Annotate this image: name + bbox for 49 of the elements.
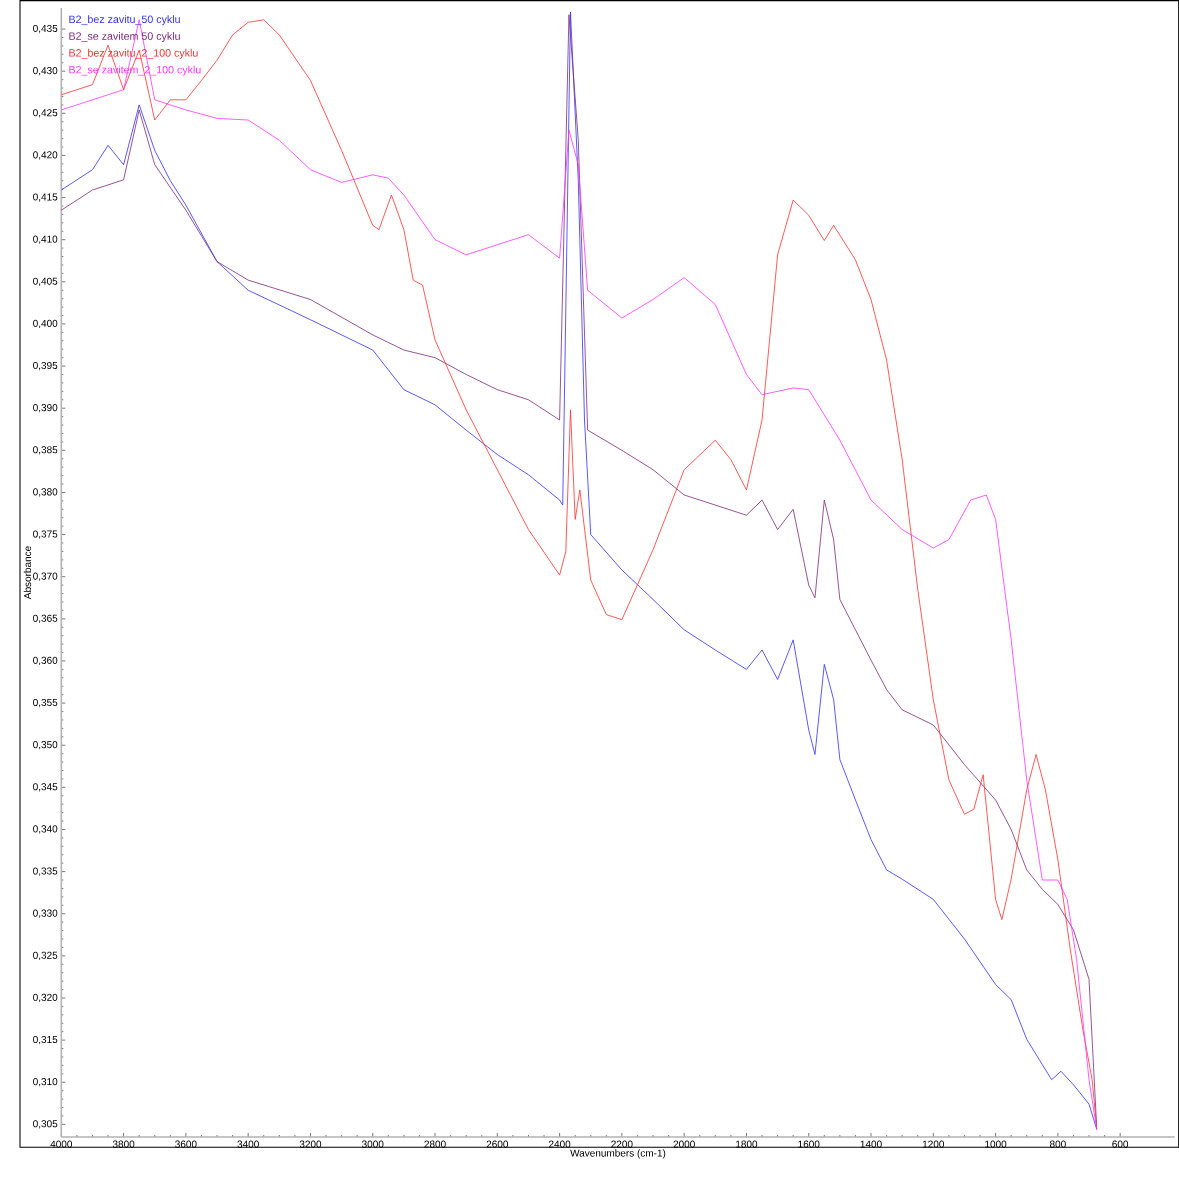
y-tick-label: 0,425 xyxy=(33,109,58,118)
x-tick-label: 2400 xyxy=(548,1140,571,1148)
y-tick-label: 0,355 xyxy=(33,698,58,708)
y-tick-label: 0,400 xyxy=(33,319,58,329)
x-tick-label: 1800 xyxy=(736,1140,758,1148)
y-tick-label: 0,330 xyxy=(33,909,58,918)
text: B2_bez zavitu_50 cyklu xyxy=(69,15,180,26)
x-tick-label: 1000 xyxy=(985,1140,1007,1148)
x-tick-label: 2200 xyxy=(611,1140,633,1148)
y-tick-label: 0,305 xyxy=(33,1120,58,1129)
x-tick-label: 2800 xyxy=(424,1140,446,1148)
y-tick-label: 0,345 xyxy=(33,783,58,792)
y-tick-label: 0,320 xyxy=(33,993,58,1003)
y-tick-label: 0,375 xyxy=(33,530,58,539)
x-tick-label: 600 xyxy=(1112,1140,1129,1148)
x-tick-label: 800 xyxy=(1049,1140,1066,1148)
y-tick-label: 0,435 xyxy=(33,24,58,34)
y-tick-label: 0,360 xyxy=(33,656,58,666)
y-tick-label: 0,365 xyxy=(33,614,58,623)
y-tick-label: 0,380 xyxy=(33,488,58,497)
y-tick-label: 0,350 xyxy=(33,741,58,750)
text: B2_se zavitem 50 cyklu xyxy=(69,32,180,42)
y-tick-label: 0,410 xyxy=(33,235,58,244)
x-tick-label: 1400 xyxy=(860,1140,882,1148)
y-tick-label: 0,385 xyxy=(33,446,58,455)
x-tick-label: 3200 xyxy=(299,1140,322,1148)
y-tick-label: 0,340 xyxy=(33,825,58,834)
y-tick-label: 0,315 xyxy=(33,1035,58,1045)
y-tick-label: 0,335 xyxy=(33,867,58,876)
y-tick-label: 0,420 xyxy=(33,151,58,160)
y-tick-label: 0,325 xyxy=(33,951,58,960)
y-tick-label: 0,430 xyxy=(33,67,58,76)
y-tick-label: 0,405 xyxy=(33,277,58,286)
x-tick-label: 3400 xyxy=(237,1140,259,1148)
x-tick-label: 2000 xyxy=(673,1140,695,1148)
y-tick-label: 0,310 xyxy=(33,1078,58,1087)
x-tick-label: 4000 xyxy=(50,1140,73,1148)
y-axis-title: Absorbance xyxy=(23,546,32,600)
x-tick-label: 2600 xyxy=(486,1140,509,1148)
y-tick-label: 0,390 xyxy=(33,404,58,413)
y-tick-label: 0,370 xyxy=(33,572,58,581)
x-axis-title: Wavenumbers (cm-1) xyxy=(570,1149,666,1159)
x-tick-label: 1200 xyxy=(922,1140,945,1148)
x-tick-label: 3000 xyxy=(362,1140,384,1148)
x-tick-label: 3800 xyxy=(112,1140,135,1148)
y-tick-label: 0,395 xyxy=(33,361,58,371)
y-tick-label: 0,415 xyxy=(33,193,58,202)
x-tick-label: 1600 xyxy=(798,1140,820,1148)
x-tick-label: 3600 xyxy=(175,1140,197,1148)
